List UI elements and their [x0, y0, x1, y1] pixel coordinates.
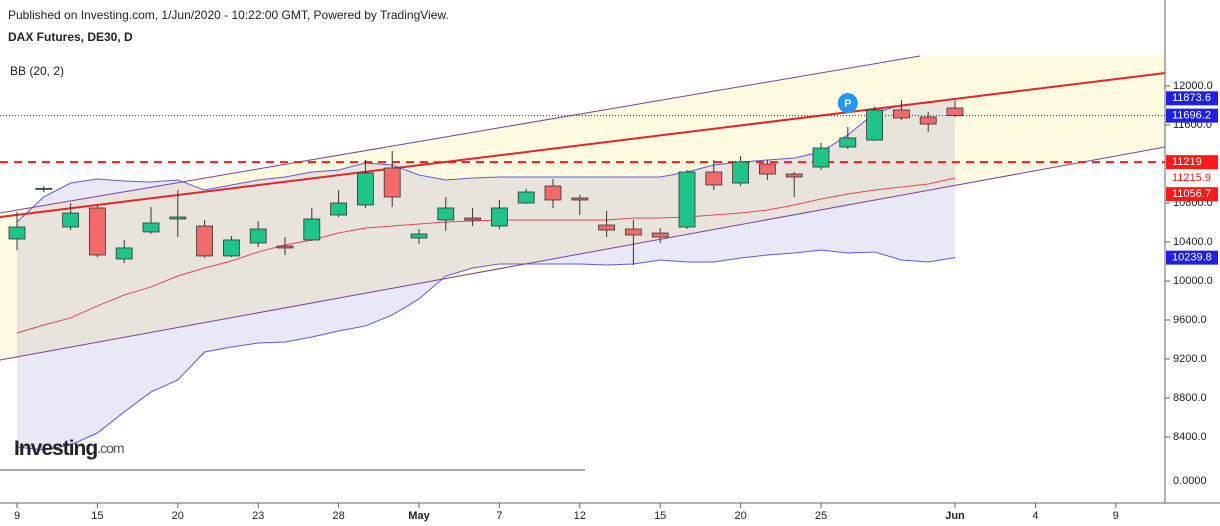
candle-body — [196, 225, 214, 257]
signal-marker — [837, 93, 858, 114]
x-tick-label: 28 — [332, 510, 344, 522]
y-tick-label: 10000.0 — [1173, 275, 1213, 287]
band-lower — [16, 249, 956, 451]
candle-body — [571, 197, 589, 201]
candle-body — [464, 217, 482, 221]
candle-body — [35, 187, 53, 190]
candle-body — [89, 207, 106, 256]
candle-body — [222, 239, 240, 257]
price-label: 11696.2 — [1172, 110, 1211, 122]
candle-body — [919, 116, 937, 125]
indicator-label: BB (20, 2) — [10, 64, 64, 78]
x-tick-label: 7 — [496, 510, 502, 522]
price-label-box — [1166, 187, 1218, 202]
candle-body — [785, 173, 803, 178]
signal-marker-label: P — [844, 98, 851, 110]
candle-body — [62, 212, 79, 228]
trend-line — [0, 72, 1166, 218]
x-tick-label: 23 — [252, 510, 264, 522]
candle-body — [759, 163, 776, 175]
x-tick-label: 15 — [654, 510, 666, 522]
candle-body — [490, 207, 508, 227]
candle-body — [812, 147, 830, 168]
x-tick-label: 20 — [734, 510, 746, 522]
candle-body — [437, 207, 455, 221]
candle-body — [115, 247, 133, 260]
price-label-box — [1166, 155, 1218, 170]
symbol: DAX Futures, DE30, D — [8, 30, 133, 44]
band-middle — [16, 177, 956, 334]
price-label: 11219 — [1172, 156, 1202, 168]
brand: Investing.com — [14, 437, 124, 460]
y-tick-label: 12000.0 — [1173, 80, 1213, 92]
candle-body — [866, 109, 883, 141]
candle-body — [356, 172, 374, 206]
candle-body — [8, 226, 26, 240]
candle-body — [732, 161, 749, 184]
candle-body — [946, 107, 964, 117]
price-label: 11215.9 — [1172, 172, 1211, 184]
candle-body — [839, 137, 857, 148]
channel-upper — [0, 55, 921, 214]
price-label-box — [1166, 171, 1218, 186]
x-tick-label: 15 — [91, 510, 103, 522]
candle-body — [625, 228, 642, 236]
y-tick-label: 9200.0 — [1173, 353, 1207, 365]
price-label-box — [1166, 91, 1218, 106]
x-tick-label: May — [408, 510, 430, 522]
x-tick-label: 20 — [172, 510, 184, 522]
candle-body — [893, 109, 910, 119]
candle-body — [249, 228, 267, 244]
price-label-box — [1166, 108, 1218, 123]
channel-lower — [0, 146, 1166, 361]
price-label: 11873.6 — [1172, 92, 1211, 104]
candle-body — [705, 171, 723, 186]
y-tick-label: 9600.0 — [1173, 314, 1207, 326]
band-upper — [16, 97, 956, 223]
x-tick-label: 9 — [1113, 510, 1119, 522]
x-tick-label: 12 — [574, 510, 586, 522]
y-tick-label: 8800.0 — [1173, 392, 1207, 404]
candle-body — [598, 224, 615, 231]
lower-pane-tick: 0.0000 — [1173, 475, 1207, 487]
candle-body — [303, 218, 321, 241]
x-tick-label: 9 — [14, 510, 20, 522]
candle-body — [517, 191, 535, 204]
candle-body — [678, 171, 696, 228]
candle-body — [276, 245, 294, 249]
x-tick-label: 25 — [815, 510, 827, 522]
x-tick-label: Jun — [945, 510, 965, 522]
x-tick-label: 4 — [1032, 510, 1038, 522]
candle-body — [544, 185, 562, 201]
published: Published on Investing.com, 1/Jun/2020 -… — [8, 8, 449, 22]
price-label: 11056.7 — [1172, 188, 1211, 200]
candle-body — [383, 167, 401, 198]
candle-body — [410, 233, 428, 239]
candle-body — [142, 222, 160, 233]
y-tick-label: 8400.0 — [1173, 431, 1207, 443]
candle-body — [330, 202, 348, 216]
price-label: 10239.8 — [1172, 252, 1212, 264]
y-tick-label: 10400.0 — [1173, 236, 1213, 248]
candle-body — [651, 232, 669, 238]
candle-body — [169, 216, 187, 220]
price-label-box — [1166, 250, 1218, 265]
